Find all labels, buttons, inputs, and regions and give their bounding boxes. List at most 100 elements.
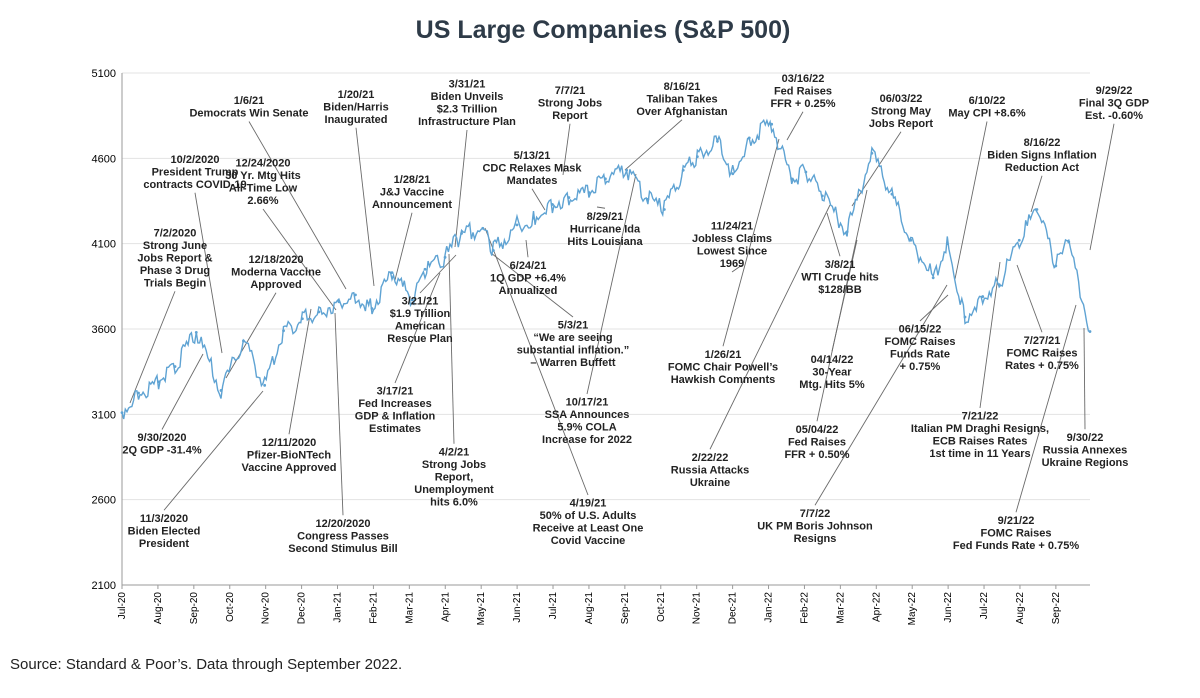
annotation: 12/11/2020 Pfizer-BioNTech Vaccine Approve… xyxy=(242,437,337,474)
annotation-leader xyxy=(248,121,347,290)
x-tick-label: Apr-22 xyxy=(871,592,882,622)
annotation-line: Infrastructure Plan xyxy=(418,116,516,128)
annotation: 4/19/21 50% of U.S. Adults Receive at Leas… xyxy=(533,498,644,548)
annotation-line: 6/24/21 xyxy=(510,260,547,272)
data-point xyxy=(845,230,849,234)
annotation-line: Hurricane Ida xyxy=(570,223,641,235)
annotation-line: 8/16/21 xyxy=(664,81,701,93)
data-point xyxy=(317,310,321,314)
data-point xyxy=(1017,238,1021,242)
data-point xyxy=(282,329,285,333)
annotation: 7/21/22 Italian PM Draghi Resigns, ECB Rai… xyxy=(911,411,1049,461)
annotation-line: 8/29/21 xyxy=(587,211,624,223)
y-tick-label: 4600 xyxy=(92,153,116,165)
annotation: 9/30/22 Russia Annexes Ukraine Regions xyxy=(1042,432,1129,469)
annotation-line: Rates + 0.75% xyxy=(1005,360,1079,372)
data-point xyxy=(646,197,650,201)
annotation: 06/03/22 Strong May Jobs Report xyxy=(869,93,934,130)
annotation-line: 7/7/21 xyxy=(555,85,586,97)
data-point xyxy=(604,177,607,181)
annotation-line: GDP & Inflation xyxy=(355,411,436,423)
annotation-leader xyxy=(1083,327,1086,430)
annotation-line: Ukraine Regions xyxy=(1042,457,1129,469)
annotation-leader xyxy=(531,188,546,211)
annotation: 7/7/21 Strong Jobs Report xyxy=(538,85,602,122)
data-point xyxy=(945,242,949,246)
annotation-line: FOMC Raises xyxy=(981,527,1052,539)
annotation: 5/3/21 “We are seeing substantial inflatio… xyxy=(517,320,629,370)
data-point xyxy=(354,293,357,297)
annotation: 12/18/2020 Moderna Vaccine Approved xyxy=(231,254,321,291)
data-point xyxy=(532,216,535,220)
annotation: 1/26/21 FOMC Chair Powell’s Hawkish Commen… xyxy=(668,349,778,386)
data-point xyxy=(1035,208,1039,211)
annotation-line: Fed Raises xyxy=(774,85,832,97)
x-tick-label: Sep-22 xyxy=(1051,592,1062,625)
annotation-line: Announcement xyxy=(372,199,452,211)
annotation-line: All-Time Low xyxy=(229,183,298,195)
annotation-leader xyxy=(786,111,804,141)
annotation-line: Mtg. Hits 5% xyxy=(799,379,865,391)
data-point xyxy=(300,317,304,321)
annotation-line: SSA Announces xyxy=(545,409,630,421)
annotation-line: 7/7/22 xyxy=(800,508,831,520)
annotation-line: Biden Unveils xyxy=(431,91,504,103)
data-point xyxy=(890,192,894,196)
annotation-line: FFR + 0.25% xyxy=(770,98,835,110)
x-tick-label: Jan-22 xyxy=(764,592,775,623)
annotation-line: Increase for 2022 xyxy=(542,434,632,446)
x-tick-label: Oct-20 xyxy=(225,592,236,622)
annotation-line: ECB Raises Rates xyxy=(933,436,1028,448)
annotation-line: Estimates xyxy=(369,423,421,435)
annotation-line: Ukraine xyxy=(690,477,730,489)
annotation: 1/28/21 J&J Vaccine Announcement xyxy=(372,174,452,211)
annotation-leaders xyxy=(129,111,1115,516)
data-point xyxy=(662,208,666,211)
x-tick-label: Dec-21 xyxy=(728,592,739,625)
annotation-line: Funds Rate xyxy=(890,349,950,361)
annotation-line: Jobless Claims xyxy=(692,233,772,245)
data-point xyxy=(909,238,913,242)
annotation: 3/17/21 Fed Increases GDP & Inflation Estim… xyxy=(355,386,436,436)
x-tick-label: Nov-21 xyxy=(692,592,703,625)
annotation-leader xyxy=(1030,175,1043,213)
annotation-leader xyxy=(161,353,204,430)
annotation-line: 6/10/22 xyxy=(969,95,1006,107)
x-tick-label: Mar-21 xyxy=(404,592,415,624)
annotation: 5/13/21 CDC Relaxes Mask Mandates xyxy=(482,150,582,187)
annotation: 11/3/2020 Biden Elected President xyxy=(128,513,201,550)
x-tick-label: Apr-21 xyxy=(440,592,451,622)
annotation-line: Strong Jobs xyxy=(422,459,486,471)
annotation-line: Approved xyxy=(250,279,301,291)
data-point xyxy=(492,249,495,252)
annotation-line: 11/3/2020 xyxy=(140,513,188,525)
annotation-leader xyxy=(731,264,743,273)
annotation-leader xyxy=(624,119,683,171)
data-point xyxy=(695,155,699,159)
x-tick-label: May-22 xyxy=(907,592,918,626)
data-point xyxy=(981,295,985,298)
annotation-line: 1st time in 11 Years xyxy=(929,448,1030,460)
annotation-line: Resigns xyxy=(794,533,837,545)
annotation-line: Biden Signs Inflation xyxy=(987,149,1097,161)
annotation-line: 2.66% xyxy=(247,195,278,207)
x-tick-label: Jul-20 xyxy=(117,592,128,620)
annotation: 8/29/21 Hurricane Ida Hits Louisiana xyxy=(567,211,643,248)
y-tick-label: 3600 xyxy=(92,324,116,336)
annotation-leader xyxy=(954,121,988,280)
annotation-line: Report xyxy=(552,110,588,122)
data-point xyxy=(515,223,519,227)
annotation-line: 1969 xyxy=(720,258,744,270)
annotation: 11/24/21 Jobless Claims Lowest Since 1969 xyxy=(692,221,772,271)
data-point xyxy=(481,226,485,230)
data-point xyxy=(1067,240,1071,244)
data-point xyxy=(587,191,591,194)
annotation-line: 5/3/21 xyxy=(558,320,589,332)
annotation-leader xyxy=(1089,123,1115,251)
price-series xyxy=(120,118,1092,420)
annotation-line: 1Q GDP +6.4% xyxy=(490,272,566,284)
annotation-line: 03/16/22 xyxy=(782,73,825,85)
annotation-line: 10/17/21 xyxy=(566,397,609,409)
data-point xyxy=(194,331,198,334)
y-tick-label: 4100 xyxy=(92,239,116,251)
